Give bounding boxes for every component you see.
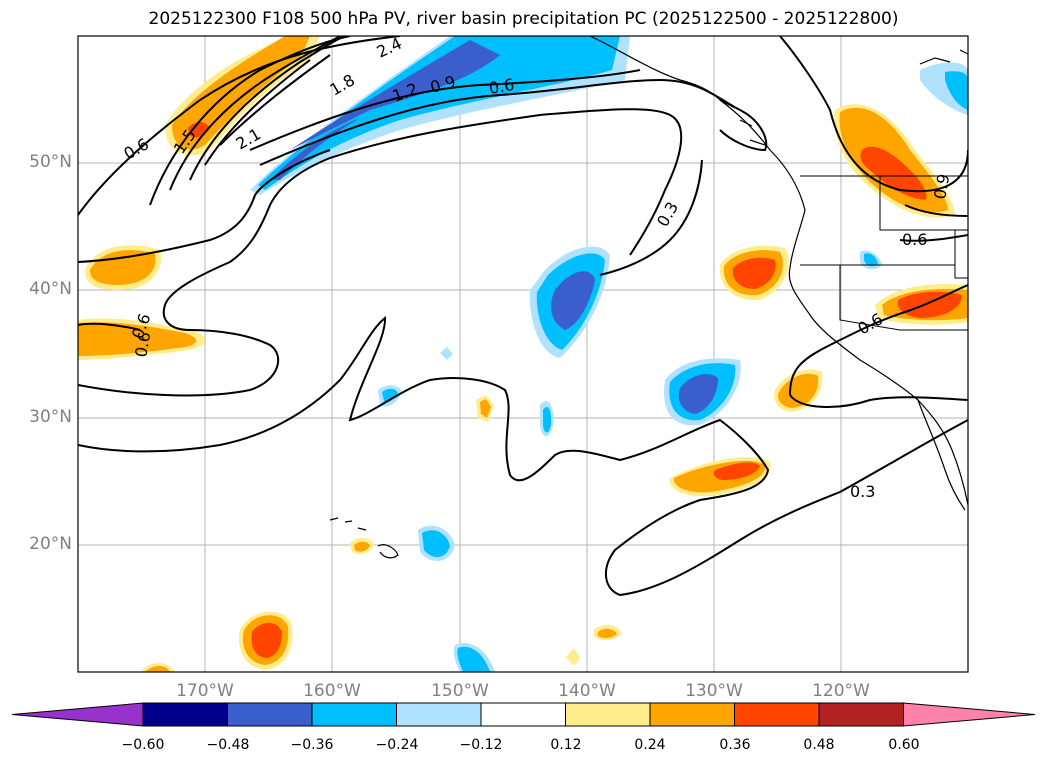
contour-label: 0.6: [487, 75, 515, 98]
contour-label: 1.8: [327, 70, 359, 99]
lon-label: 160°W: [303, 681, 361, 701]
colorbar-tick-label: 0.60: [888, 737, 920, 753]
pv-contours: [78, 36, 968, 597]
colorbar-tick-label: −0.48: [206, 737, 250, 753]
colorbar-extend-max: [903, 702, 1036, 727]
colorbar-segment: [142, 702, 228, 727]
lat-label: 30°N: [29, 407, 72, 427]
colorbar-tick-label: −0.12: [459, 737, 503, 753]
contour-label: 0.6: [131, 330, 154, 358]
colorbar-segment: [311, 702, 397, 727]
lat-label: 20°N: [29, 534, 72, 554]
lon-label: 120°W: [812, 681, 870, 701]
colorbar-tick-label: −0.24: [375, 737, 419, 753]
contour-label: 0.3: [850, 482, 875, 501]
colorbar-segment: [565, 702, 651, 727]
contour-label: 0.3: [653, 198, 682, 230]
map-frame: [77, 35, 969, 673]
colorbar-tick-label: 0.36: [719, 737, 751, 753]
lon-label: 170°W: [176, 681, 234, 701]
positive-precip-anomalies: [78, 36, 968, 672]
colorbar-segment: [649, 702, 735, 727]
colorbar-tick-label: 0.12: [550, 737, 582, 753]
colorbar-segment: [480, 702, 566, 727]
colorbar-tick-label: −0.36: [290, 737, 334, 753]
colorbar-segment: [734, 702, 820, 727]
contour-label: 0.6: [121, 134, 153, 163]
colorbar-segment: [227, 702, 313, 727]
gridlines: [78, 36, 968, 672]
contour-label: 0.6: [902, 230, 927, 249]
colorbar-tick-label: −0.60: [121, 737, 165, 753]
map-title: 2025122300 F108 500 hPa PV, river basin …: [148, 9, 899, 29]
colorbar-segment: [818, 702, 904, 727]
lat-label: 50°N: [29, 152, 72, 172]
lon-label: 130°W: [685, 681, 743, 701]
colorbar-extend-min: [11, 702, 144, 727]
colorbar-segment: [396, 702, 482, 727]
colorbar-tick-label: 0.24: [634, 737, 666, 753]
colorbar: [11, 702, 1036, 727]
negative-precip-anomalies: [250, 36, 968, 672]
boundaries: [800, 175, 968, 331]
lon-label: 140°W: [558, 681, 616, 701]
lat-label: 40°N: [29, 279, 72, 299]
colorbar-tick-label: 0.48: [803, 737, 835, 753]
lon-label: 150°W: [431, 681, 489, 701]
contour-label: 0.9: [930, 172, 953, 200]
